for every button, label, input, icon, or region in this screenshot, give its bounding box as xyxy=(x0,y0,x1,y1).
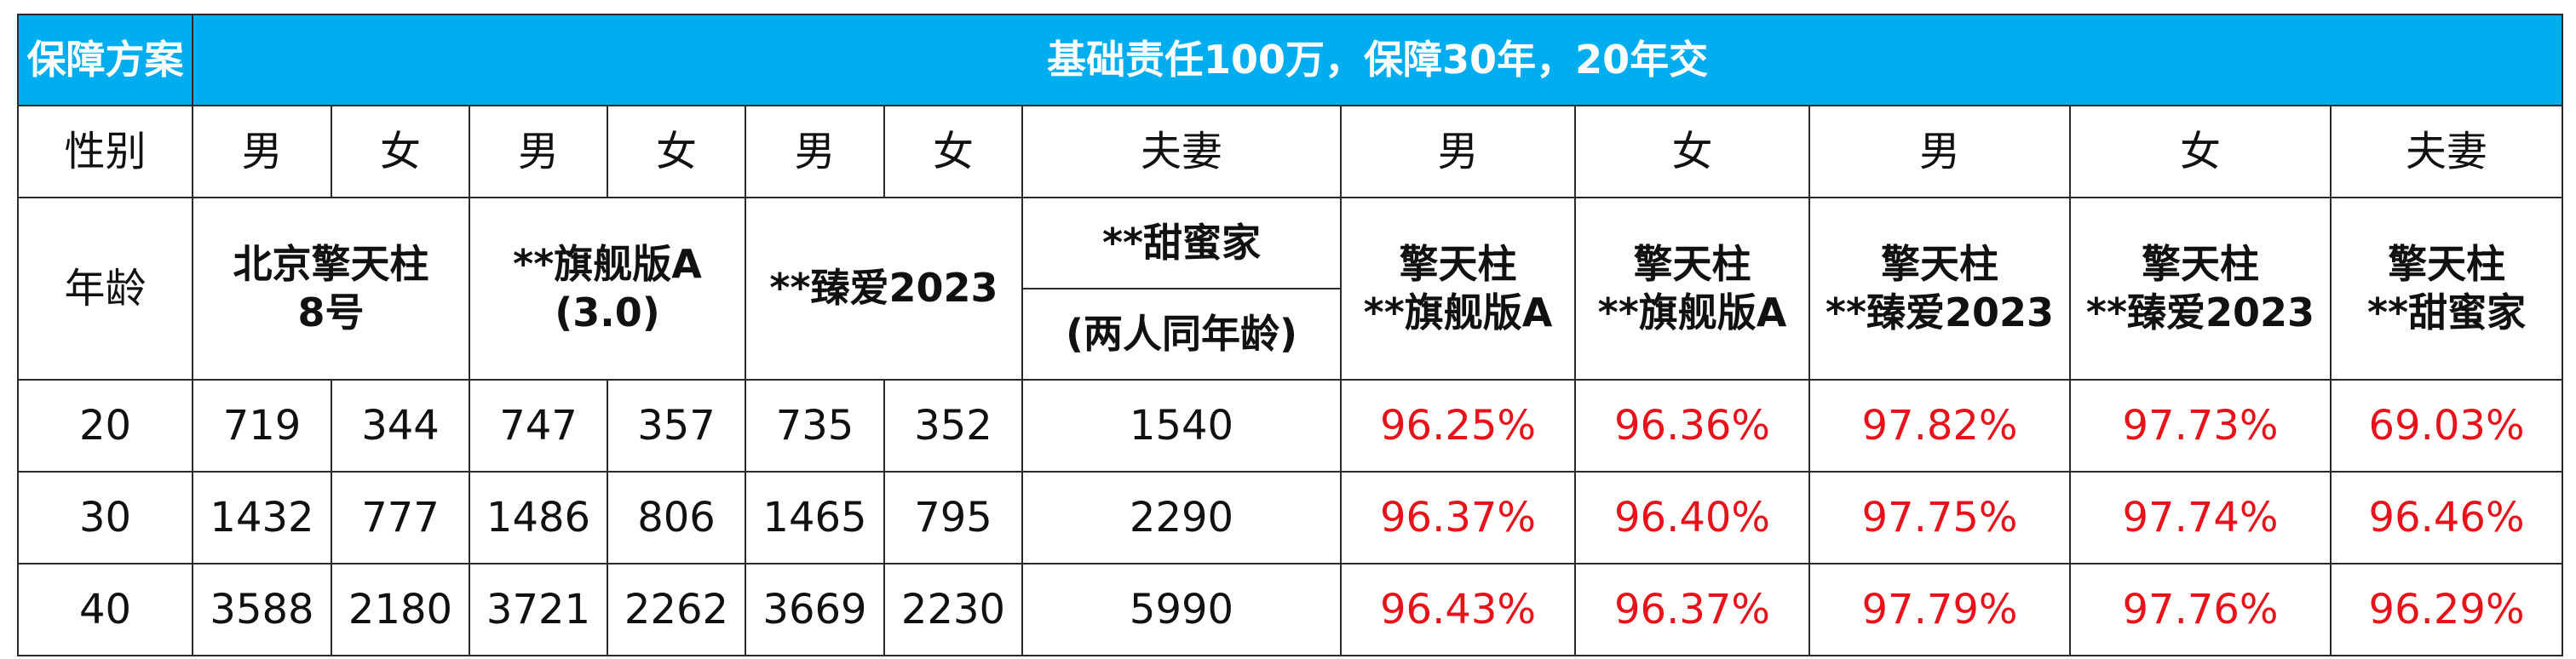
ratio-header-line: 擎天柱 xyxy=(2388,240,2506,287)
table-row: 30 1432 777 1486 806 1465 795 2290 96.37… xyxy=(17,471,2564,564)
ratio-header-line: 擎天柱 xyxy=(1399,240,1517,287)
product-name-cell-couple-bottom: (两人同年龄) xyxy=(1021,288,1342,381)
sex-cell: 男 xyxy=(1808,105,2071,198)
age-cell: 20 xyxy=(17,379,193,473)
premium-comparison-table: 保障方案 基础责任100万，保障30年，20年交 性别 男 女 男 女 男 女 … xyxy=(17,14,2564,656)
ratio-header-cell: 擎天柱 **甜蜜家 xyxy=(2329,197,2564,381)
premium-cell: 3588 xyxy=(192,563,332,656)
premium-cell: 1432 xyxy=(192,471,332,564)
sex-cell: 男 xyxy=(745,105,885,198)
plan-title-cell: 基础责任100万，保障30年，20年交 xyxy=(191,14,2564,106)
sex-cell: 男 xyxy=(1340,105,1576,198)
premium-cell: 777 xyxy=(331,471,470,564)
ratio-cell: 96.43% xyxy=(1340,563,1576,656)
product-name-cell-couple-top: **甜蜜家 xyxy=(1021,197,1342,289)
ratio-cell: 96.29% xyxy=(2329,563,2564,656)
premium-cell: 1486 xyxy=(469,471,608,564)
premium-cell: 806 xyxy=(607,471,746,564)
sex-cell: 男 xyxy=(469,105,608,198)
premium-cell: 5990 xyxy=(1021,563,1342,656)
sex-cell: 女 xyxy=(2069,105,2332,198)
ratio-header-line: **甜蜜家 xyxy=(2367,289,2527,335)
ratio-cell: 96.46% xyxy=(2329,471,2564,564)
premium-cell: 2180 xyxy=(331,563,470,656)
ratio-header-line: **臻爱2023 xyxy=(2085,289,2315,335)
ratio-cell: 97.73% xyxy=(2069,379,2332,473)
premium-cell: 2230 xyxy=(883,563,1023,656)
premium-cell: 357 xyxy=(607,379,746,473)
product-name-cell: 北京擎天柱 8号 xyxy=(192,197,470,381)
sex-cell: 女 xyxy=(607,105,746,198)
plan-label-cell: 保障方案 xyxy=(17,14,193,106)
ratio-cell: 97.74% xyxy=(2069,471,2332,564)
premium-cell: 747 xyxy=(469,379,608,473)
premium-cell: 2290 xyxy=(1021,471,1342,564)
premium-cell: 344 xyxy=(331,379,470,473)
ratio-header-cell: 擎天柱 **臻爱2023 xyxy=(2069,197,2332,381)
ratio-cell: 96.37% xyxy=(1574,563,1810,656)
premium-cell: 352 xyxy=(883,379,1023,473)
premium-cell: 735 xyxy=(745,379,885,473)
sex-label-cell: 性别 xyxy=(17,105,193,198)
ratio-header-line: 擎天柱 xyxy=(2142,240,2259,287)
ratio-cell: 96.36% xyxy=(1574,379,1810,473)
premium-cell: 2262 xyxy=(607,563,746,656)
ratio-cell: 69.03% xyxy=(2329,379,2564,473)
age-cell: 30 xyxy=(17,471,193,564)
ratio-cell: 97.76% xyxy=(2069,563,2332,656)
ratio-header-line: 擎天柱 xyxy=(1633,240,1751,287)
premium-cell: 3721 xyxy=(469,563,608,656)
sex-cell: 女 xyxy=(883,105,1023,198)
premium-cell: 1465 xyxy=(745,471,885,564)
age-label-cell: 年龄 xyxy=(17,197,193,381)
product-name-cell: **臻爱2023 xyxy=(745,197,1023,381)
product-name-line: 北京擎天柱 xyxy=(233,240,429,287)
sex-cell: 女 xyxy=(331,105,470,198)
sex-cell: 夫妻 xyxy=(2329,105,2564,198)
ratio-cell: 96.25% xyxy=(1340,379,1576,473)
product-row-bottom: (两人同年龄) xyxy=(18,288,2562,381)
product-name-line: (3.0) xyxy=(555,289,660,335)
header-row: 保障方案 基础责任100万，保障30年，20年交 xyxy=(17,14,2564,106)
premium-cell: 795 xyxy=(883,471,1023,564)
product-row-top: 年龄 北京擎天柱 8号 **旗舰版A (3.0) **臻爱2023 **甜蜜家 … xyxy=(17,197,2564,381)
ratio-cell: 97.82% xyxy=(1808,379,2071,473)
ratio-header-cell: 擎天柱 **旗舰版A xyxy=(1574,197,1810,381)
age-cell: 40 xyxy=(17,563,193,656)
ratio-cell: 97.75% xyxy=(1808,471,2071,564)
sex-cell: 夫妻 xyxy=(1021,105,1342,198)
product-name-line: 8号 xyxy=(297,289,365,335)
ratio-header-line: **臻爱2023 xyxy=(1825,289,2055,335)
ratio-header-cell: 擎天柱 **旗舰版A xyxy=(1340,197,1576,381)
ratio-cell: 96.37% xyxy=(1340,471,1576,564)
premium-cell: 3669 xyxy=(745,563,885,656)
ratio-header-line: **旗舰版A xyxy=(1363,289,1553,335)
sex-cell: 男 xyxy=(192,105,332,198)
sex-row: 性别 男 女 男 女 男 女 夫妻 男 女 男 女 夫妻 xyxy=(17,105,2564,198)
table-row: 40 3588 2180 3721 2262 3669 2230 5990 96… xyxy=(17,563,2564,656)
premium-cell: 1540 xyxy=(1021,379,1342,473)
ratio-cell: 96.40% xyxy=(1574,471,1810,564)
ratio-cell: 97.79% xyxy=(1808,563,2071,656)
product-name-line: **臻爱2023 xyxy=(769,265,998,312)
table-row: 20 719 344 747 357 735 352 1540 96.25% 9… xyxy=(17,379,2564,473)
premium-cell: 719 xyxy=(192,379,332,473)
product-name-cell: **旗舰版A (3.0) xyxy=(469,197,746,381)
product-name-line: **旗舰版A xyxy=(513,240,702,287)
ratio-header-line: 擎天柱 xyxy=(1881,240,1998,287)
sex-cell: 女 xyxy=(1574,105,1810,198)
ratio-header-line: **旗舰版A xyxy=(1597,289,1787,335)
ratio-header-cell: 擎天柱 **臻爱2023 xyxy=(1808,197,2071,381)
premium-comparison-table-container: 保障方案 基础责任100万，保障30年，20年交 性别 男 女 男 女 男 女 … xyxy=(17,14,2564,656)
